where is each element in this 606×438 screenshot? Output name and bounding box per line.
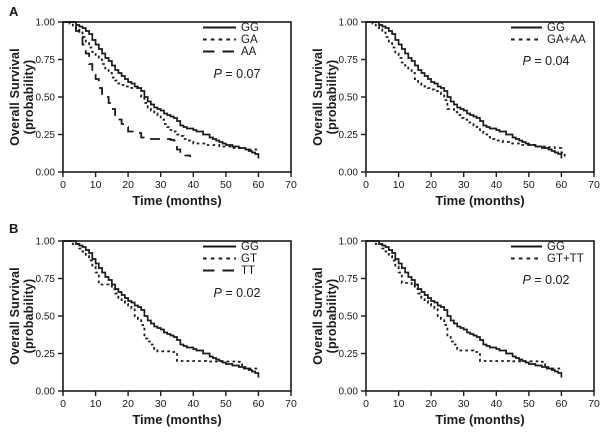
- km-plot-a-left: 0.00 0.25 0.50 0.75 1.00 0 10 20 30 40 50 60 70 Overa…: [8, 18, 297, 209]
- x-axis-title: Time (months): [132, 193, 221, 208]
- panel-label-b: B: [9, 221, 19, 236]
- p-value: P = 0.02: [523, 273, 570, 287]
- legend-label-GT: GT: [241, 253, 257, 265]
- curve-GG: [63, 240, 260, 378]
- y-tick-label: 0.25: [339, 349, 359, 360]
- y-tick-label: 0.50: [339, 312, 359, 323]
- legend-label-GG: GG: [547, 241, 565, 253]
- x-tick-label: 50: [220, 398, 232, 410]
- p-value: P = 0.04: [523, 54, 570, 68]
- y-tick-label: 1.00: [36, 237, 56, 248]
- y-tick-label: 0.75: [339, 55, 359, 66]
- km-plot-b-right: 0.00 0.25 0.50 0.75 1.00 0 10 20 30 40 50 60 70 Overa…: [311, 237, 600, 428]
- curve-GA: [63, 21, 260, 151]
- x-tick-label: 10: [393, 398, 405, 410]
- x-tick-label: 40: [187, 398, 199, 410]
- x-tick-label: 0: [363, 398, 369, 410]
- x-tick-label: 60: [556, 398, 568, 410]
- y-tick-label: 0.25: [339, 130, 359, 141]
- x-tick-label: 20: [425, 398, 437, 410]
- y-axis-title: (probability): [22, 60, 36, 135]
- legend-label-GG: GG: [241, 22, 259, 34]
- panel-label-a: A: [9, 4, 19, 19]
- legend-label-GA+AA: GA+AA: [547, 34, 586, 46]
- x-tick-label: 50: [220, 179, 232, 191]
- y-tick-label: 0.75: [339, 274, 359, 285]
- x-tick-label: 70: [285, 179, 297, 191]
- x-tick-label: 30: [155, 398, 167, 410]
- y-tick-label: 0.25: [36, 130, 56, 141]
- y-tick-label: 1.00: [36, 18, 56, 29]
- y-tick-label: 0.00: [339, 387, 359, 398]
- x-tick-label: 40: [187, 179, 199, 191]
- x-tick-label: 0: [60, 398, 66, 410]
- y-tick-label: 0.75: [36, 274, 56, 285]
- legend-label-GG: GG: [547, 22, 565, 34]
- y-axis-title: (probability): [325, 279, 339, 354]
- km-plot-b-left: 0.00 0.25 0.50 0.75 1.00 0 10 20 30 40 50 60 70 Overa…: [8, 237, 297, 428]
- legend-label-AA: AA: [241, 46, 257, 58]
- y-axis-title: Overall Survival: [311, 267, 325, 365]
- x-tick-label: 20: [425, 179, 437, 191]
- y-tick-label: 0.75: [36, 55, 56, 66]
- x-tick-label: 0: [363, 179, 369, 191]
- curve-GG: [366, 240, 563, 378]
- x-axis-title: Time (months): [435, 412, 524, 427]
- x-tick-label: 10: [90, 179, 102, 191]
- x-tick-label: 0: [60, 179, 66, 191]
- x-tick-label: 70: [285, 398, 297, 410]
- curve-GG: [366, 21, 563, 159]
- x-axis-title: Time (months): [435, 193, 524, 208]
- x-tick-label: 50: [523, 398, 535, 410]
- p-value: P = 0.02: [214, 286, 261, 300]
- y-tick-label: 1.00: [339, 237, 359, 248]
- y-tick-label: 0.00: [339, 168, 359, 179]
- y-tick-label: 0.50: [36, 93, 56, 104]
- legend-label-GG: GG: [241, 241, 259, 253]
- x-tick-label: 50: [523, 179, 535, 191]
- y-tick-label: 0.25: [36, 349, 56, 360]
- y-tick-label: 0.00: [36, 387, 56, 398]
- x-tick-label: 30: [458, 398, 470, 410]
- x-tick-label: 70: [588, 179, 600, 191]
- x-tick-label: 10: [393, 179, 405, 191]
- x-axis-title: Time (months): [132, 412, 221, 427]
- x-tick-label: 10: [90, 398, 102, 410]
- x-tick-label: 60: [253, 398, 265, 410]
- y-axis-title: Overall Survival: [8, 267, 22, 365]
- y-tick-label: 0.00: [36, 168, 56, 179]
- x-tick-label: 30: [458, 179, 470, 191]
- x-tick-label: 20: [122, 179, 134, 191]
- x-tick-label: 60: [556, 179, 568, 191]
- curve-GT+TT: [366, 240, 563, 370]
- x-tick-label: 70: [588, 398, 600, 410]
- x-tick-label: 60: [253, 179, 265, 191]
- y-axis-title: (probability): [22, 279, 36, 354]
- km-plot-a-right: 0.00 0.25 0.50 0.75 1.00 0 10 20 30 40 50 60 70 Overa…: [311, 18, 600, 209]
- y-tick-label: 0.50: [339, 93, 359, 104]
- x-tick-label: 30: [155, 179, 167, 191]
- legend-label-TT: TT: [241, 265, 255, 277]
- y-axis-title: Overall Survival: [8, 48, 22, 146]
- y-tick-label: 1.00: [339, 18, 359, 29]
- p-value: P = 0.07: [214, 67, 261, 81]
- legend-label-GA: GA: [241, 34, 258, 46]
- y-tick-label: 0.50: [36, 312, 56, 323]
- curve-GG: [63, 21, 260, 159]
- x-tick-label: 40: [490, 398, 502, 410]
- legend-label-GT+TT: GT+TT: [547, 253, 584, 265]
- x-tick-label: 40: [490, 179, 502, 191]
- curve-GA+AA: [366, 21, 566, 159]
- y-axis-title: (probability): [325, 60, 339, 135]
- y-axis-title: Overall Survival: [311, 48, 325, 146]
- curve-GT: [63, 240, 260, 370]
- curve-AA: [63, 21, 191, 157]
- x-tick-label: 20: [122, 398, 134, 410]
